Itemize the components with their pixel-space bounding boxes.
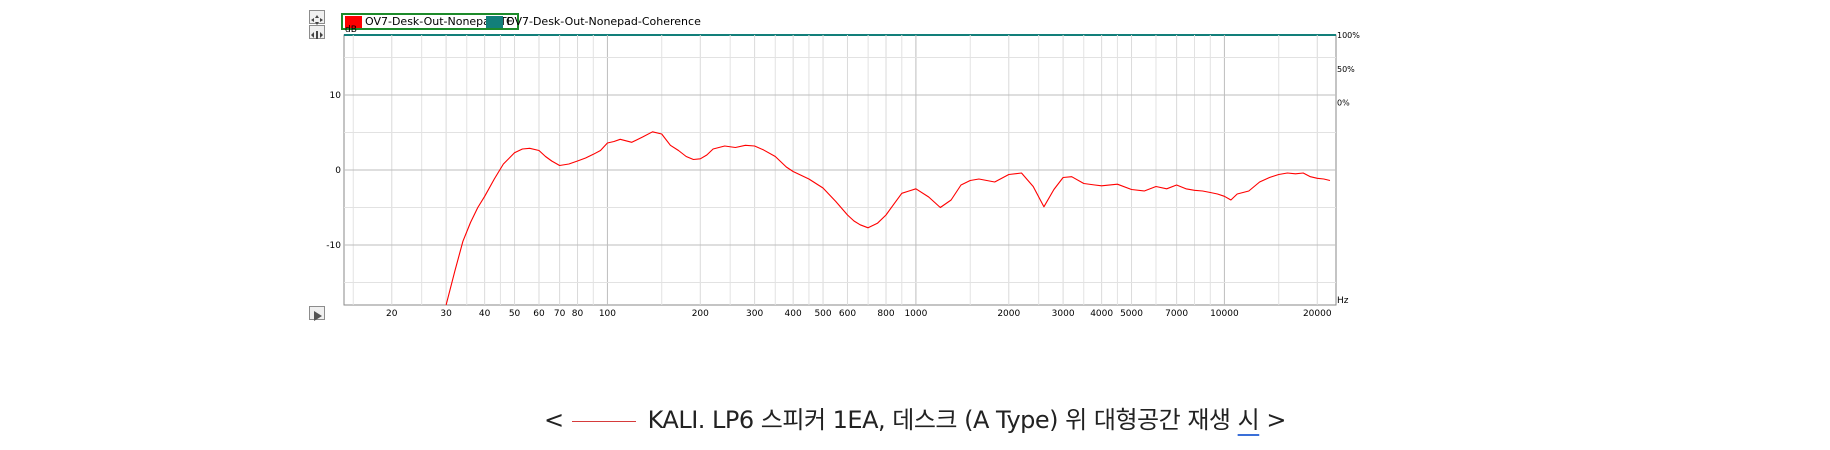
horizontal-resize-icon: [311, 31, 323, 39]
x-tick-label: 400: [785, 309, 802, 319]
x-tick-label: 20: [386, 309, 398, 319]
fit-horizontal-button[interactable]: [309, 25, 325, 39]
series-curves: [445, 131, 1331, 306]
x-tick-label: 70: [554, 309, 566, 319]
x-tick-label: 500: [814, 309, 831, 319]
caption-close-bracket: >: [1266, 406, 1286, 434]
x-tick-label: 20000: [1303, 309, 1332, 319]
x-axis-unit: Hz: [1337, 296, 1349, 306]
x-tick-label: 10000: [1210, 309, 1239, 319]
x-tick-label: 30: [440, 309, 452, 319]
axis-labels: dB Hz 20 30 40 50 60 70 80 100 200 300 400 500 600 80…: [326, 25, 1360, 319]
play-icon: [314, 311, 322, 321]
legend-label-coherence: OV7-Desk-Out-Nonepad-Coherence: [506, 15, 701, 28]
coherence-tick-label: 0%: [1337, 99, 1350, 108]
coherence-tick-label: 50%: [1337, 65, 1355, 74]
caption-last-word: 시: [1237, 406, 1260, 434]
x-tick-label: 80: [572, 309, 584, 319]
move-arrows-icon: [311, 15, 323, 25]
grid-lines: [344, 35, 1336, 305]
figure-caption: < KALI. LP6 스피커 1EA, 데스크 (A Type) 위 대형공간 …: [0, 400, 1830, 435]
caption-red-line-icon: [571, 420, 636, 422]
legend-item-coherence[interactable]: OV7-Desk-Out-Nonepad-Coherence: [484, 13, 701, 30]
x-tick-label: 100: [599, 309, 616, 319]
legend-swatch-tf: [345, 15, 362, 28]
x-tick-label: 2000: [997, 309, 1020, 319]
legend-item-tf[interactable]: OV7-Desk-Out-Nonepad-TF: [341, 13, 519, 30]
x-tick-label: 200: [692, 309, 709, 319]
play-button[interactable]: [309, 306, 325, 321]
x-tick-label: 300: [746, 309, 763, 319]
x-tick-label: 50: [509, 309, 521, 319]
caption-text: KALI. LP6 스피커 1EA, 데스크 (A Type) 위 대형공간 재…: [647, 406, 1231, 434]
frequency-response-chart[interactable]: dB Hz 20 30 40 50 60 70 80 100 200 300 400 500 600 80…: [0, 0, 1830, 330]
y-tick-label: 0: [335, 166, 341, 176]
legend-label-tf: OV7-Desk-Out-Nonepad-TF: [365, 15, 513, 28]
caption-open-bracket: <: [544, 406, 564, 434]
x-tick-label: 800: [877, 309, 894, 319]
y-tick-label: 10: [330, 91, 342, 101]
x-tick-label: 40: [479, 309, 491, 319]
zoom-all-button[interactable]: [309, 10, 325, 25]
legend-swatch-coherence: [486, 15, 503, 28]
x-tick-label: 5000: [1120, 309, 1143, 319]
x-tick-label: 4000: [1090, 309, 1113, 319]
x-tick-label: 1000: [904, 309, 927, 319]
x-tick-label: 7000: [1165, 309, 1188, 319]
y-tick-label: -10: [326, 241, 341, 251]
x-tick-label: 3000: [1052, 309, 1075, 319]
coherence-tick-label: 100%: [1337, 31, 1360, 40]
y-axis-unit: dB: [345, 25, 357, 35]
series-line: [445, 131, 1331, 306]
x-tick-label: 60: [533, 309, 545, 319]
x-tick-label: 600: [839, 309, 856, 319]
